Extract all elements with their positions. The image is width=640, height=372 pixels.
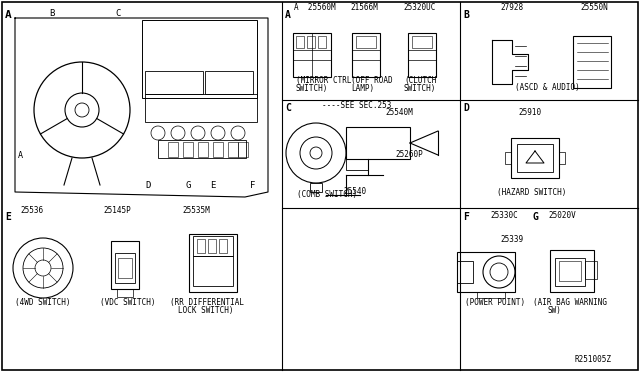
Text: 25550N: 25550N <box>580 3 608 12</box>
Bar <box>189 234 237 292</box>
Text: 21566M: 21566M <box>350 3 378 12</box>
Text: 25540: 25540 <box>343 187 366 196</box>
Text: 25535M: 25535M <box>182 206 210 215</box>
Text: 25339: 25339 <box>500 235 523 244</box>
Bar <box>213 142 223 157</box>
Text: 25260P: 25260P <box>395 150 423 159</box>
Bar <box>346 159 368 170</box>
Bar <box>408 33 436 77</box>
Text: (HAZARD SWITCH): (HAZARD SWITCH) <box>497 188 566 197</box>
Bar <box>208 239 216 253</box>
Bar <box>193 256 233 286</box>
Bar <box>352 33 380 77</box>
Text: SWITCH): SWITCH) <box>296 84 328 93</box>
Bar <box>412 36 432 48</box>
Text: G: G <box>186 181 191 190</box>
Text: F: F <box>463 212 469 222</box>
Bar <box>346 127 410 159</box>
Bar <box>585 261 597 279</box>
Text: ----SEE SEC.253: ----SEE SEC.253 <box>322 101 392 110</box>
Bar <box>168 142 178 157</box>
Bar <box>505 152 511 164</box>
Bar <box>183 142 193 157</box>
Text: (POWER POINT): (POWER POINT) <box>465 298 525 307</box>
Bar <box>318 36 326 48</box>
Bar <box>307 36 315 48</box>
Text: G: G <box>533 212 539 222</box>
Bar <box>457 261 473 283</box>
Bar <box>118 258 132 278</box>
Bar <box>205 71 253 94</box>
Text: (VDC SWITCH): (VDC SWITCH) <box>100 298 156 307</box>
Bar <box>198 142 208 157</box>
Bar <box>477 292 505 298</box>
Text: R251005Z: R251005Z <box>575 355 612 364</box>
Bar <box>115 253 135 283</box>
Bar <box>559 261 581 281</box>
Text: 25910: 25910 <box>518 108 541 117</box>
Bar <box>559 152 565 164</box>
Text: LOCK SWITCH): LOCK SWITCH) <box>178 306 234 315</box>
Bar <box>219 239 227 253</box>
Text: E: E <box>5 212 11 222</box>
Bar <box>296 36 304 48</box>
Bar <box>555 258 585 286</box>
Text: A: A <box>17 151 22 160</box>
Text: A: A <box>5 10 12 20</box>
Text: A  25560M: A 25560M <box>294 3 335 12</box>
Bar <box>238 142 248 157</box>
Bar <box>293 33 331 77</box>
Text: 25145P: 25145P <box>103 206 131 215</box>
Text: 25020V: 25020V <box>548 211 576 220</box>
Bar <box>310 183 322 192</box>
Text: (AIR BAG WARNING: (AIR BAG WARNING <box>533 298 607 307</box>
Bar <box>356 36 376 48</box>
Bar <box>511 138 559 178</box>
Text: B: B <box>463 10 469 20</box>
Bar <box>117 289 133 297</box>
Text: SW): SW) <box>548 306 562 315</box>
Text: SWITCH): SWITCH) <box>404 84 436 93</box>
Text: (4WD SWITCH): (4WD SWITCH) <box>15 298 70 307</box>
Text: (RR DIFFERENTIAL: (RR DIFFERENTIAL <box>170 298 244 307</box>
Bar <box>158 140 246 158</box>
Bar <box>573 36 611 88</box>
Text: 27928: 27928 <box>500 3 523 12</box>
Bar <box>228 142 238 157</box>
Text: C: C <box>285 103 291 113</box>
Text: C: C <box>115 9 121 18</box>
Text: 25536: 25536 <box>20 206 43 215</box>
Text: B: B <box>49 9 54 18</box>
Text: LAMP): LAMP) <box>351 84 374 93</box>
Bar <box>145 71 203 94</box>
Text: (MIRROR CTRL: (MIRROR CTRL <box>296 76 351 85</box>
Text: (COMB SWITCH): (COMB SWITCH) <box>297 190 357 199</box>
Bar <box>193 236 233 256</box>
Text: (OFF ROAD: (OFF ROAD <box>351 76 392 85</box>
Text: 25320UC: 25320UC <box>403 3 435 12</box>
Text: F: F <box>250 181 256 190</box>
Bar <box>197 239 205 253</box>
Bar <box>111 241 139 289</box>
Bar <box>457 252 515 292</box>
Text: (CLUTCH: (CLUTCH <box>404 76 436 85</box>
Bar <box>517 144 553 172</box>
Text: E: E <box>211 181 216 190</box>
Text: (ASCD & AUDIO): (ASCD & AUDIO) <box>515 83 580 92</box>
Bar <box>145 94 257 122</box>
Bar <box>142 20 257 98</box>
Text: D: D <box>145 181 150 190</box>
Bar <box>550 250 594 292</box>
Text: A: A <box>285 10 291 20</box>
Text: 25330C: 25330C <box>490 211 518 220</box>
Text: 25540M: 25540M <box>385 108 413 117</box>
Text: D: D <box>463 103 469 113</box>
